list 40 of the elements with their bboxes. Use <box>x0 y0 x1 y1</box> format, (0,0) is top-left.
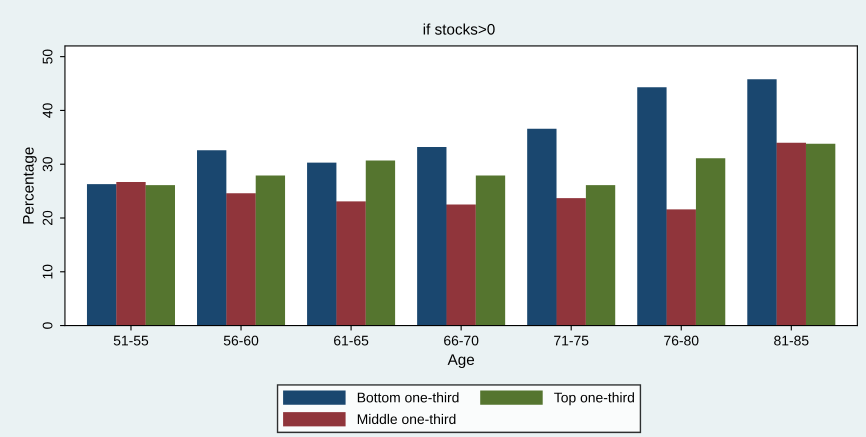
legend-label: Middle one-third <box>358 414 456 424</box>
bar <box>747 79 777 326</box>
y-axis-title: Percentage <box>23 147 37 224</box>
bar <box>476 176 506 326</box>
x-tick-label: 81-85 <box>774 336 808 346</box>
bar <box>86 184 116 326</box>
bar <box>527 128 557 326</box>
bar <box>226 193 256 326</box>
bar <box>307 162 336 326</box>
bar <box>776 142 806 326</box>
y-tick-label: 50 <box>42 49 52 64</box>
legend-label: Bottom one-third <box>358 392 458 402</box>
legend-label: Top one-third <box>554 392 634 406</box>
bar <box>586 185 616 326</box>
chart-title: if stocks>0 <box>424 23 495 35</box>
y-tick-label: 40 <box>42 103 52 118</box>
bar <box>256 176 286 326</box>
bar <box>146 185 176 326</box>
y-tick-label: 0 <box>42 322 52 329</box>
bar <box>446 204 476 326</box>
x-tick-label: 61-65 <box>334 336 368 346</box>
x-tick-label: 51-55 <box>114 336 148 346</box>
bar <box>637 87 667 326</box>
bar <box>417 147 446 326</box>
y-tick-label: 20 <box>42 210 52 226</box>
x-tick-label: 56-60 <box>224 336 258 346</box>
bar <box>556 198 586 326</box>
x-tick-label: 76-80 <box>664 336 698 346</box>
bar <box>336 201 366 326</box>
y-tick-label: 30 <box>42 157 52 172</box>
bar <box>666 209 696 326</box>
x-tick-label: 71-75 <box>554 336 588 346</box>
bar <box>116 182 146 326</box>
bar <box>696 158 726 326</box>
bar <box>366 160 396 326</box>
bar <box>197 150 226 326</box>
y-tick-label: 10 <box>42 264 52 278</box>
x-axis-title: Age <box>448 354 474 368</box>
bar <box>806 144 836 326</box>
x-tick-label: 66-70 <box>444 336 478 346</box>
